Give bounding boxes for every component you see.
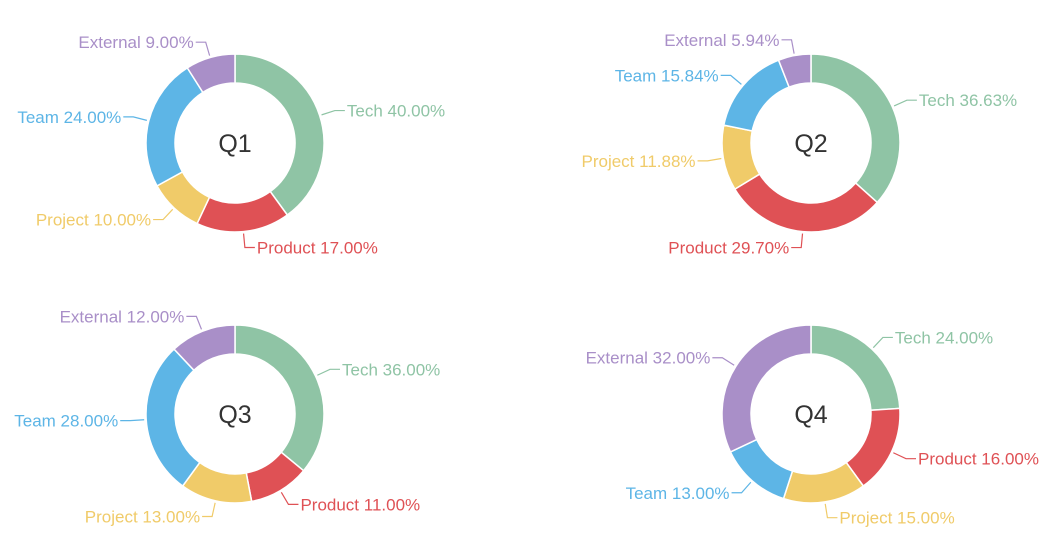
- donut-q1: Tech 40.00% Product 17.00% Project 10.00% T…: [17, 33, 445, 257]
- slice-label-tech: Tech 40.00%: [347, 102, 445, 121]
- slice-label-external: External 32.00%: [586, 349, 711, 368]
- leader-line-external: [781, 39, 795, 54]
- leader-line-product: [791, 233, 804, 249]
- slice-external[interactable]: [173, 324, 236, 372]
- slice-label-tech: Tech 24.00%: [895, 328, 993, 347]
- slice-product[interactable]: [733, 173, 879, 233]
- leader-line-tech: [321, 109, 345, 116]
- slice-label-project: Project 11.88%: [582, 152, 696, 171]
- leader-line-project: [824, 503, 838, 519]
- slice-label-external: External 9.00%: [78, 33, 193, 52]
- donut-q4: Tech 24.00% Product 16.00% Project 15.00% T…: [586, 324, 1039, 528]
- slice-tech[interactable]: [810, 53, 901, 204]
- leader-line-project: [697, 157, 722, 162]
- leader-line-external: [712, 357, 735, 366]
- slice-label-external: External 5.94%: [664, 31, 779, 50]
- leader-line-team: [120, 419, 145, 422]
- slice-label-external: External 12.00%: [60, 307, 185, 326]
- slice-tech[interactable]: [234, 324, 325, 472]
- slice-label-project: Project 13.00%: [85, 507, 200, 526]
- leader-line-team: [123, 116, 148, 121]
- slice-label-team: Team 13.00%: [626, 484, 730, 503]
- slice-label-project: Project 15.00%: [839, 509, 954, 528]
- slice-tech[interactable]: [234, 53, 325, 217]
- donut-center-label: Q2: [794, 130, 827, 158]
- slice-external[interactable]: [186, 53, 236, 94]
- leader-line-external: [186, 315, 203, 330]
- leader-line-product: [242, 233, 255, 249]
- leader-line-product: [893, 452, 917, 460]
- leader-line-tech: [872, 336, 893, 349]
- donut-center-label: Q4: [794, 401, 827, 429]
- leader-line-project: [202, 502, 216, 518]
- slice-label-product: Product 29.70%: [668, 239, 789, 258]
- slice-label-tech: Tech 36.00%: [342, 360, 440, 379]
- slice-label-team: Team 15.84%: [615, 66, 719, 85]
- slice-external[interactable]: [777, 53, 812, 89]
- slice-label-tech: Tech 36.63%: [919, 91, 1017, 110]
- leader-line-team: [731, 481, 752, 494]
- slice-label-team: Team 28.00%: [14, 412, 118, 431]
- slice-label-team: Team 24.00%: [17, 108, 121, 127]
- slice-external[interactable]: [721, 324, 812, 453]
- slice-project[interactable]: [782, 461, 865, 504]
- leader-line-external: [195, 41, 211, 56]
- slice-team[interactable]: [729, 438, 794, 500]
- slice-label-product: Product 17.00%: [257, 239, 378, 258]
- donut-center-label: Q1: [218, 130, 251, 158]
- slice-team[interactable]: [722, 59, 791, 132]
- slice-team[interactable]: [145, 348, 201, 488]
- donut-q3: Tech 36.00% Product 11.00% Project 13.00% T…: [14, 307, 440, 526]
- leader-line-project: [153, 208, 174, 221]
- slice-label-product: Product 11.00%: [300, 495, 420, 514]
- leader-line-product: [280, 492, 299, 505]
- slice-label-project: Project 10.00%: [36, 211, 151, 230]
- donut-q2: Tech 36.63% Product 29.70% Project 11.88% T…: [582, 31, 1018, 258]
- leader-line-team: [720, 74, 742, 85]
- leader-line-tech: [317, 368, 341, 376]
- slice-team[interactable]: [145, 66, 204, 187]
- slice-product[interactable]: [196, 190, 289, 233]
- slice-label-product: Product 16.00%: [918, 450, 1039, 469]
- leader-line-tech: [893, 99, 917, 107]
- donut-center-label: Q3: [218, 401, 251, 429]
